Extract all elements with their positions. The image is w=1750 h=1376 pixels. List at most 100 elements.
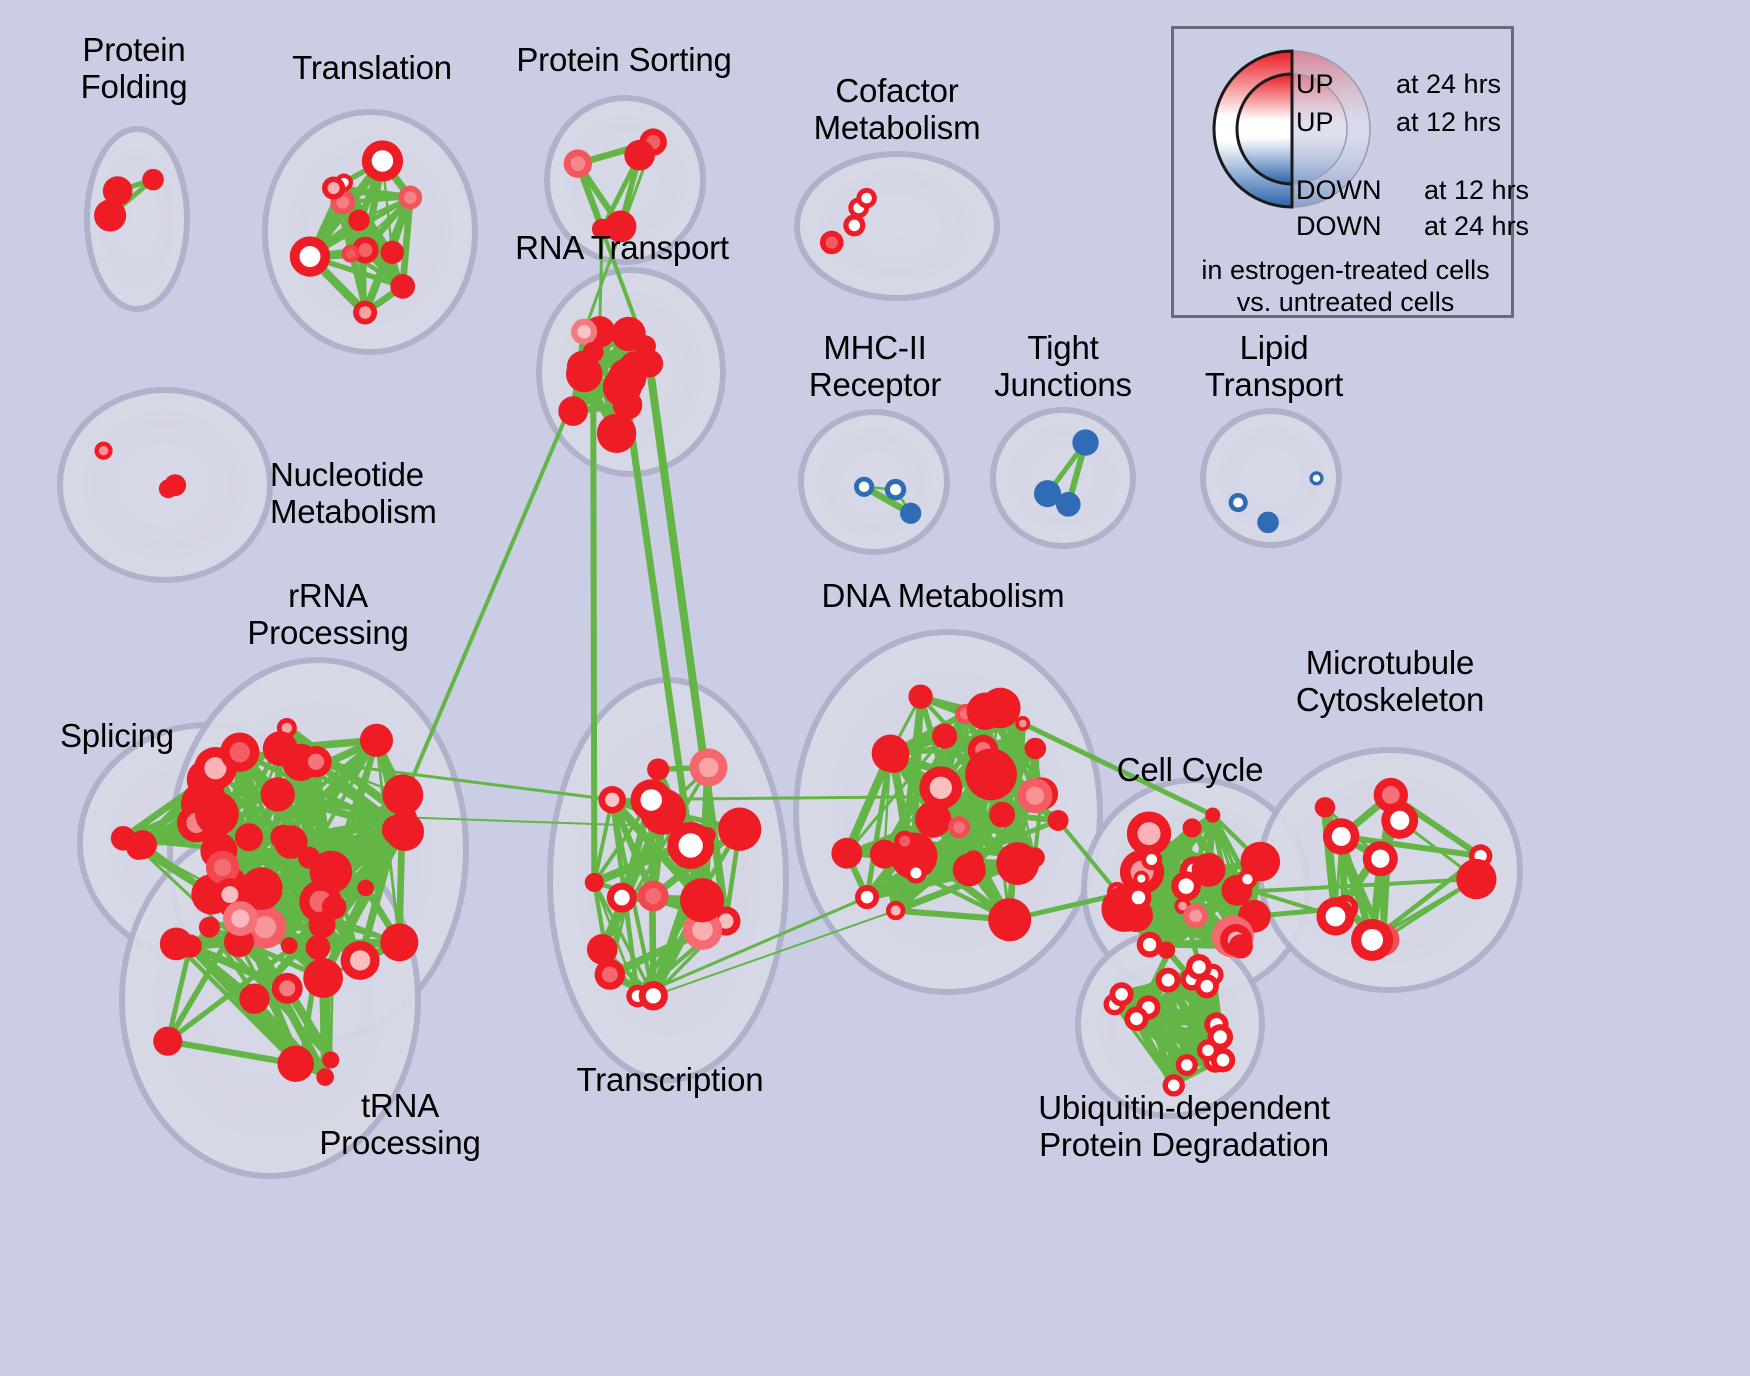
node-inner-core-12hr [889,484,902,496]
network-node [288,1051,314,1077]
network-node [1055,491,1081,517]
network-edge [174,942,298,1066]
network-node [1191,852,1226,887]
network-node [565,355,603,393]
network-node [596,413,637,453]
node-inner-core-12hr [1213,1030,1227,1044]
network-edge [356,220,368,313]
node-inner-core-12hr [1233,497,1244,508]
network-node [1456,858,1497,900]
network-node [1186,954,1212,980]
node-inner-core-12hr [1216,1053,1230,1067]
node-inner-core-12hr [307,753,325,770]
network-edge [1021,721,1214,818]
network-node [1194,974,1219,999]
network-node [198,916,220,938]
node-inner-core-12hr [358,306,372,319]
node-inner-core-12hr [250,877,273,900]
legend-time-0: at 24 hrs [1396,69,1502,99]
network-node [1155,967,1181,993]
network-node [679,878,725,923]
cluster-label-rrna-processing: rRNA Processing [247,577,409,651]
network-node [831,837,863,869]
cluster-label-microtubule-cytoskeleton: Microtubule Cytoskeleton [1295,644,1485,718]
network-node [591,218,613,240]
node-inner-core-12hr [147,174,159,186]
node-inner-core-12hr [327,900,341,914]
network-node [164,474,187,497]
network-node [303,958,343,998]
node-inner-core-12hr [271,739,290,758]
node-inner-core-12hr [399,811,412,824]
network-node [965,748,1017,801]
node-inner-core-12hr [311,941,325,954]
network-node [1157,941,1176,959]
node-inner-core-12hr [319,860,342,884]
cluster-label-lipid-transport: Lipid Transport [1204,329,1344,403]
node-inner-core-12hr [246,990,263,1007]
network-node [1033,480,1062,508]
network-node [1024,847,1045,868]
node-inner-core-12hr [396,279,410,293]
network-node [606,882,637,913]
network-node [932,723,958,749]
cluster-label-splicing: Splicing [60,717,174,754]
node-inner-core-12hr [1325,906,1346,927]
node-inner-core-12hr [1078,435,1093,450]
node-inner-core-12hr [998,908,1021,931]
network-edge [1119,992,1189,1067]
node-inner-core-12hr [848,219,861,232]
node-inner-core-12hr [612,218,629,235]
network-edge [592,799,615,883]
network-node [1017,778,1053,814]
node-inner-core-12hr [1249,851,1271,872]
legend-time-3: at 24 hrs [1424,211,1530,241]
cluster-label-translation: Translation [292,49,452,86]
network-node [908,684,933,709]
network-edge [165,945,193,1042]
node-inner-core-12hr [386,246,399,259]
network-node [195,791,239,836]
network-node [638,981,668,1011]
node-inner-core-12hr [203,921,215,933]
network-node [153,1026,183,1056]
node-inner-core-12hr [975,701,996,721]
network-node [1024,737,1047,760]
node-inner-core-12hr [1178,878,1194,894]
network-node [1175,1053,1198,1077]
network-edge [609,798,657,898]
network-node [341,244,360,263]
network-node [1126,811,1172,856]
node-inner-core-12hr [1199,861,1218,879]
cluster-label-ubiquitin-protein-degradation: Ubiquitin-dependent Protein Degradation [1038,1089,1330,1163]
network-node [1072,429,1099,456]
node-inner-core-12hr [678,833,703,858]
node-inner-core-12hr [1262,516,1274,528]
network-node [1162,1074,1185,1097]
node-inner-core-12hr [565,403,581,419]
network-node [260,777,295,812]
node-inner-core-12hr [692,919,713,941]
network-node [988,898,1032,942]
node-inner-core-12hr [619,324,638,343]
network-node [1257,511,1279,534]
network-edge [941,735,973,871]
node-inner-core-12hr [1234,940,1248,953]
network-node [102,176,133,206]
network-node [1237,869,1258,890]
legend-direction-0: UP [1296,69,1334,99]
network-edge [590,352,598,883]
node-inner-core-12hr [606,423,627,444]
cluster-blob-cofactor-metabolism [794,151,1000,301]
network-node [1228,934,1253,959]
node-inner-core-12hr [1242,873,1253,885]
network-node [611,316,646,352]
network-edge [637,895,868,998]
network-edge [277,791,407,821]
node-inner-core-12hr [698,757,719,778]
network-node [305,935,331,960]
node-inner-core-12hr [358,243,373,258]
node-inner-core-12hr [1187,822,1197,833]
node-inner-core-12hr [825,236,838,249]
node-inner-core-12hr [326,1055,336,1065]
